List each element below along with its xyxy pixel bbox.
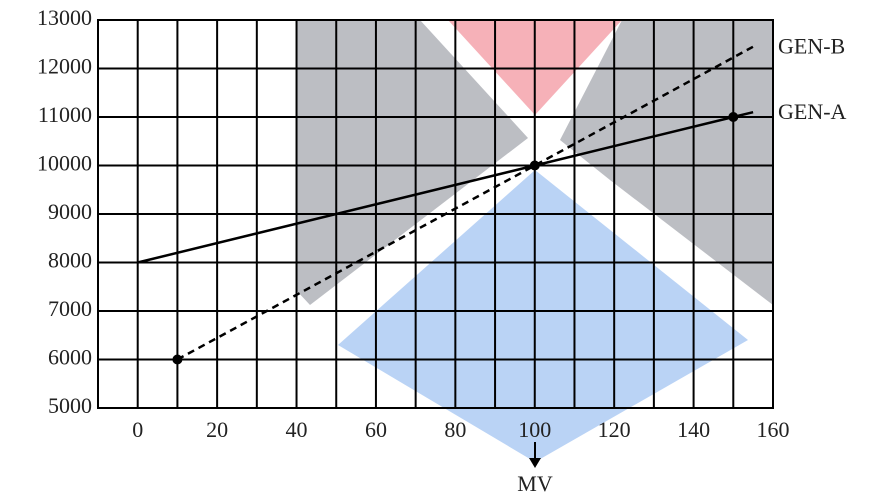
watermark <box>296 20 773 462</box>
watermark-gray-left <box>296 20 528 305</box>
x-tick-label: 80 <box>444 417 466 442</box>
marker <box>728 112 739 122</box>
x-tick-label: 0 <box>132 417 143 442</box>
y-tick-label: 5000 <box>48 393 92 418</box>
plot <box>137 45 754 365</box>
arrow-head <box>529 458 541 468</box>
y-tick-label: 6000 <box>48 345 92 370</box>
y-tick-label: 8000 <box>48 248 92 273</box>
y-tick-label: 7000 <box>48 296 92 321</box>
marker <box>172 354 183 365</box>
y-tick-label: 10000 <box>37 151 92 176</box>
x-tick-label: 20 <box>206 417 228 442</box>
series-label: GEN-B <box>778 34 845 59</box>
plot-frame <box>97 19 774 409</box>
x-tick-label: 40 <box>286 417 308 442</box>
x-tick-label: 160 <box>757 417 790 442</box>
watermark-blue <box>338 170 748 462</box>
y-tick-label: 13000 <box>37 5 92 30</box>
x-tick-label: 60 <box>365 417 387 442</box>
y-tick-label: 9000 <box>48 199 92 224</box>
y-tick-label: 12000 <box>37 54 92 79</box>
x-tick-label: 120 <box>598 417 631 442</box>
marker <box>529 160 540 171</box>
series-line <box>137 110 754 264</box>
x-axis-label: MV <box>517 471 553 496</box>
x-tick-label: 100 <box>518 417 551 442</box>
x-tick-label: 140 <box>677 417 710 442</box>
series-label: GEN-A <box>778 99 847 124</box>
y-tick-label: 11000 <box>38 102 92 127</box>
series-line <box>176 45 754 361</box>
